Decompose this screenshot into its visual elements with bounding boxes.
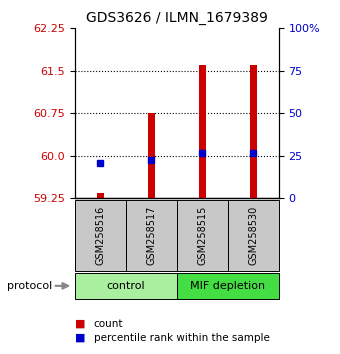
Bar (148, 113, 155, 198)
Bar (97, 193, 104, 198)
Text: GSM258516: GSM258516 (95, 206, 105, 265)
Text: MIF depletion: MIF depletion (190, 281, 265, 291)
Text: percentile rank within the sample: percentile rank within the sample (94, 333, 269, 343)
Bar (126, 200, 177, 271)
Bar (75, 273, 177, 299)
Text: ■: ■ (75, 333, 85, 343)
Text: count: count (94, 319, 123, 329)
Bar (250, 65, 257, 198)
Text: GSM258517: GSM258517 (146, 206, 156, 265)
Text: ■: ■ (75, 319, 85, 329)
Bar (177, 273, 279, 299)
Text: control: control (106, 281, 145, 291)
Bar (177, 200, 228, 271)
Title: GDS3626 / ILMN_1679389: GDS3626 / ILMN_1679389 (86, 11, 268, 24)
Bar (199, 65, 206, 198)
Text: GSM258515: GSM258515 (197, 206, 207, 265)
Bar (228, 200, 279, 271)
Text: protocol: protocol (7, 281, 52, 291)
Text: GSM258530: GSM258530 (248, 206, 258, 265)
Bar (75, 200, 126, 271)
